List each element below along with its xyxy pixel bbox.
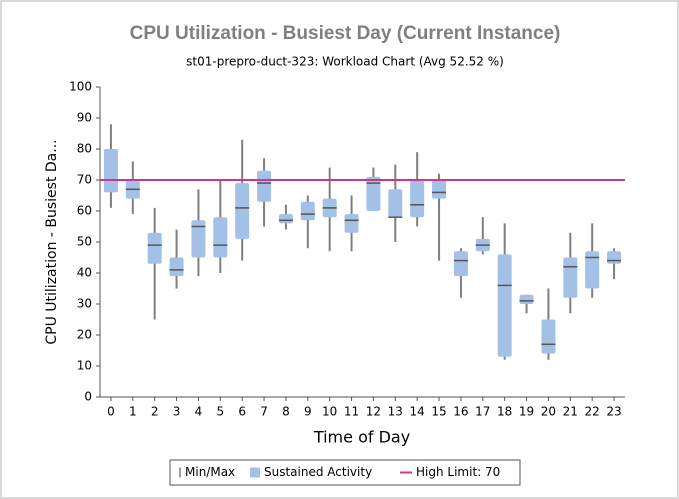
legend-box <box>169 459 521 486</box>
box <box>169 257 184 277</box>
box <box>147 232 162 264</box>
x-tick-label: 8 <box>282 405 290 419</box>
y-tick-label: 80 <box>77 142 92 156</box>
legend-label: Min/Max <box>185 465 235 479</box>
x-tick-label: 17 <box>475 405 490 419</box>
box <box>607 251 622 264</box>
x-tick-label: 5 <box>216 405 224 419</box>
y-axis-label: CPU Utilization - Busiest Da... <box>44 139 60 344</box>
x-tick-label: 18 <box>497 405 512 419</box>
y-tick-label: 60 <box>77 204 92 218</box>
legend-label: High Limit: 70 <box>416 465 500 479</box>
x-tick-label: 15 <box>431 405 446 419</box>
x-tick-label: 20 <box>541 405 556 419</box>
x-tick-label: 19 <box>519 405 534 419</box>
box <box>497 254 512 357</box>
x-tick-label: 14 <box>410 405 425 419</box>
x-tick-label: 13 <box>388 405 403 419</box>
box <box>257 170 272 202</box>
box <box>541 319 556 354</box>
chart-title: CPU Utilization - Busiest Day (Current I… <box>130 23 561 44</box>
x-tick-label: 16 <box>453 405 468 419</box>
x-tick-label: 21 <box>563 405 578 419</box>
x-tick-label: 9 <box>304 405 312 419</box>
box <box>410 180 425 218</box>
box <box>213 217 228 258</box>
y-tick-label: 50 <box>77 235 92 249</box>
legend-label: Sustained Activity <box>264 465 372 479</box>
box <box>278 214 293 224</box>
box <box>300 201 315 221</box>
y-tick-label: 90 <box>77 111 92 125</box>
box <box>388 189 403 218</box>
box <box>563 257 578 298</box>
box <box>453 251 468 277</box>
x-tick-label: 23 <box>606 405 621 419</box>
x-tick-label: 4 <box>195 405 203 419</box>
x-tick-label: 1 <box>129 405 137 419</box>
y-tick-label: 100 <box>69 80 92 94</box>
x-tick-label: 0 <box>107 405 115 419</box>
y-tick-label: 0 <box>84 390 92 404</box>
x-tick-label: 12 <box>366 405 381 419</box>
box <box>519 294 534 304</box>
box <box>344 214 359 233</box>
y-tick-label: 30 <box>77 297 92 311</box>
y-tick-label: 20 <box>77 328 92 342</box>
chart-subtitle: st01-prepro-duct-323: Workload Chart (Av… <box>186 55 504 69</box>
x-tick-label: 22 <box>585 405 600 419</box>
x-tick-label: 2 <box>151 405 159 419</box>
box <box>366 176 381 211</box>
y-tick-label: 70 <box>77 173 92 187</box>
legend-swatch <box>250 467 260 478</box>
y-tick-label: 10 <box>77 359 92 373</box>
box <box>235 183 250 239</box>
x-axis-label: Time of Day <box>313 428 410 447</box>
y-tick-label: 40 <box>77 266 92 280</box>
box <box>103 149 118 193</box>
x-tick-label: 11 <box>344 405 359 419</box>
box <box>191 220 206 258</box>
x-tick-label: 10 <box>322 405 337 419</box>
box <box>432 180 447 199</box>
x-tick-label: 6 <box>238 405 246 419</box>
x-tick-label: 3 <box>173 405 181 419</box>
box <box>585 251 600 289</box>
x-tick-label: 7 <box>260 405 268 419</box>
